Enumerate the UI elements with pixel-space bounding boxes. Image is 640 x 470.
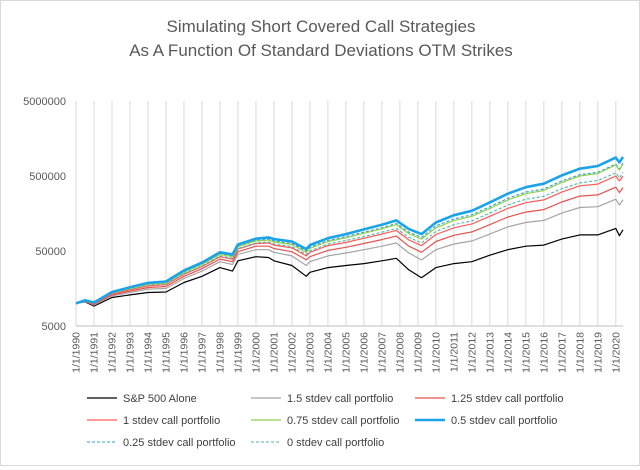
x-tick-label: 1/1/2001 — [268, 332, 280, 373]
x-tick-label: 1/1/2005 — [340, 332, 352, 373]
x-tick-label: 1/1/2008 — [394, 332, 406, 373]
legend-label: 0.5 stdev call portfolio — [451, 415, 557, 427]
chart-title-line-1: Simulating Short Covered Call Strategies — [167, 17, 476, 36]
x-tick-label: 1/1/2013 — [484, 332, 496, 373]
legend-label: 1.25 stdev call portfolio — [451, 393, 564, 405]
series-line — [75, 227, 624, 307]
x-tick-label: 1/1/2000 — [250, 332, 262, 373]
legend-label: 0.75 stdev call portfolio — [287, 415, 400, 427]
x-tick-label: 1/1/2019 — [592, 332, 604, 373]
chart-title-line-2: As A Function Of Standard Deviations OTM… — [129, 41, 513, 60]
x-tick-label: 1/1/2011 — [448, 332, 460, 372]
x-tick-label: 1/1/1991 — [88, 332, 100, 373]
legend-label: 1.5 stdev call portfolio — [287, 393, 393, 405]
y-tick-label: 50000 — [35, 246, 66, 258]
legend-label: S&P 500 Alone — [123, 393, 197, 405]
series-line — [75, 186, 624, 305]
grid — [75, 101, 623, 327]
x-axis-ticks: 1/1/1990 1/1/1991 1/1/1992 1/1/1993 1/1/1994… — [71, 332, 623, 373]
series-line — [75, 163, 624, 304]
x-tick-label: 1/1/1990 — [71, 332, 83, 373]
series-line — [75, 172, 624, 304]
x-tick-label: 1/1/1999 — [232, 332, 244, 373]
x-tick-label: 1/1/1997 — [196, 332, 208, 373]
y-tick-label: 500000 — [29, 171, 66, 183]
series-line — [75, 175, 624, 305]
x-tick-label: 1/1/2015 — [520, 332, 532, 373]
x-tick-label: 1/1/1998 — [214, 332, 226, 373]
x-tick-label: 1/1/2009 — [412, 332, 424, 373]
x-tick-label: 1/1/2017 — [556, 332, 568, 373]
legend-label: 1 stdev call portfolio — [123, 415, 220, 427]
x-tick-label: 1/1/1995 — [160, 332, 172, 373]
x-tick-label: 1/1/2018 — [574, 332, 586, 373]
x-tick-label: 1/1/1996 — [178, 332, 190, 373]
y-axis-ticks: 5000 50000 500000 5000000 — [23, 96, 66, 333]
x-tick-label: 1/1/2014 — [502, 332, 514, 373]
x-tick-label: 1/1/1994 — [142, 332, 154, 373]
series-lines — [75, 156, 625, 307]
series-line — [75, 162, 624, 304]
x-tick-label: 1/1/2004 — [322, 332, 334, 373]
series-line — [75, 198, 624, 306]
legend: S&P 500 Alone 1.5 stdev call portfolio 1.2… — [87, 393, 564, 449]
x-tick-label: 1/1/2007 — [376, 332, 388, 373]
legend-label: 0.25 stdev call portfolio — [123, 437, 236, 449]
series-line — [75, 156, 625, 305]
x-tick-label: 1/1/2020 — [610, 332, 622, 373]
x-tick-label: 1/1/1992 — [106, 332, 118, 373]
x-tick-label: 1/1/2010 — [430, 332, 442, 373]
x-tick-label: 1/1/1993 — [124, 332, 136, 373]
x-tick-label: 1/1/2012 — [466, 332, 478, 373]
x-tick-label: 1/1/2003 — [304, 332, 316, 373]
y-tick-label: 5000000 — [23, 96, 66, 108]
legend-label: 0 stdev call portfolio — [287, 437, 384, 449]
x-tick-label: 1/1/2016 — [538, 332, 550, 373]
y-tick-label: 5000 — [42, 321, 66, 333]
x-tick-label: 1/1/2006 — [358, 332, 370, 373]
x-tick-label: 1/1/2002 — [286, 332, 298, 373]
